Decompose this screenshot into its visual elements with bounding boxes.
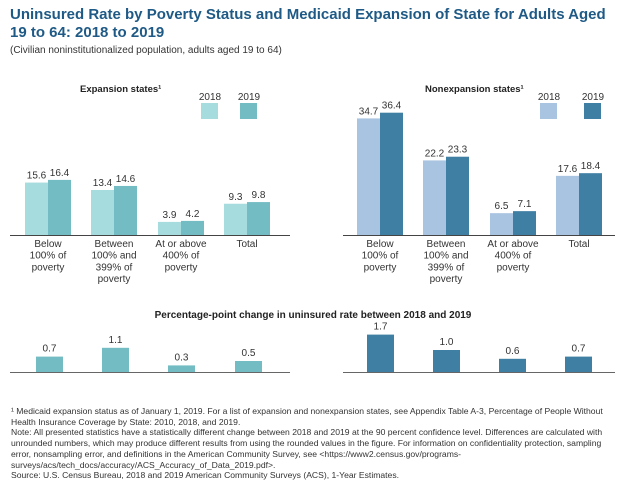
nonexpansion-change-label: 1.7 — [374, 322, 388, 333]
expansion-legend-label-2018: 2018 — [199, 92, 222, 103]
expansion-change-bar — [102, 347, 129, 372]
nonexpansion-category-label: 100% and — [423, 251, 468, 262]
nonexpansion-change-bar — [433, 350, 460, 372]
expansion-bar-2018 — [224, 203, 247, 235]
nonexpansion-legend-label-2018: 2018 — [538, 92, 561, 103]
nonexpansion-category-label: 100% of — [362, 251, 399, 262]
nonexpansion-category-label: Below — [366, 239, 394, 250]
expansion-category-label: At or above — [155, 239, 207, 250]
expansion-bar-2019 — [181, 220, 204, 235]
footnote-source: Source: U.S. Census Bureau, 2018 and 201… — [11, 470, 400, 481]
expansion-bar-2018 — [91, 189, 114, 235]
expansion-change-label: 0.3 — [175, 352, 189, 363]
nonexpansion-category-label: 399% of — [428, 262, 465, 273]
expansion-category-label: Total — [236, 239, 257, 250]
expansion-category-label: 400% of — [163, 251, 200, 262]
nonexpansion-bar-2018 — [357, 118, 380, 235]
expansion-data-label-2018: 3.9 — [163, 210, 177, 221]
nonexpansion-data-label-2018: 22.2 — [425, 148, 445, 159]
nonexpansion-change-bar — [565, 356, 592, 372]
nonexpansion-bar-2019 — [579, 173, 602, 235]
nonexpansion-legend-swatch-2018 — [540, 103, 557, 119]
nonexpansion-legend-swatch-2019 — [584, 103, 601, 119]
footnote-expansion: ¹ Medicaid expansion status as of Januar… — [11, 406, 603, 427]
nonexpansion-change-bar — [499, 358, 526, 372]
expansion-data-label-2018: 13.4 — [93, 178, 113, 189]
footnotes: ¹ Medicaid expansion status as of Januar… — [11, 406, 613, 481]
expansion-category-label: 399% of — [96, 262, 133, 273]
expansion-legend-swatch-2019 — [240, 103, 257, 119]
change-chart-title: Percentage-point change in uninsured rat… — [155, 310, 472, 321]
expansion-bar-2019 — [247, 202, 270, 235]
expansion-data-label-2018: 9.3 — [229, 192, 243, 203]
nonexpansion-bar-2019 — [513, 211, 536, 235]
expansion-change-label: 1.1 — [109, 335, 123, 346]
expansion-category-label: poverty — [98, 274, 131, 285]
expansion-bar-2019 — [48, 179, 71, 235]
expansion-change-label: 0.7 — [43, 344, 57, 355]
nonexpansion-category-label: poverty — [497, 262, 530, 273]
expansion-category-label: Below — [34, 239, 62, 250]
nonexpansion-data-label-2019: 36.4 — [382, 101, 402, 112]
expansion-data-label-2019: 9.8 — [252, 190, 266, 201]
expansion-change-bar — [36, 356, 63, 372]
expansion-legend-label-2019: 2019 — [238, 92, 261, 103]
nonexpansion-data-label-2018: 17.6 — [558, 164, 578, 175]
nonexpansion-bar-2018 — [423, 160, 446, 235]
expansion-bar-2019 — [114, 185, 137, 235]
nonexpansion-category-label: 400% of — [495, 251, 532, 262]
expansion-data-label-2019: 4.2 — [186, 209, 200, 220]
nonexpansion-data-label-2019: 7.1 — [518, 199, 532, 210]
nonexpansion-bar-2018 — [490, 213, 513, 235]
expansion-category-label: poverty — [32, 262, 65, 273]
expansion-bar-2018 — [158, 221, 181, 235]
nonexpansion-bar-2019 — [380, 112, 403, 235]
nonexpansion-legend-label-2019: 2019 — [582, 92, 605, 103]
nonexpansion-data-label-2019: 18.4 — [581, 161, 601, 172]
chart-title: Uninsured Rate by Poverty Status and Med… — [10, 6, 606, 41]
nonexpansion-category-label: Total — [568, 239, 589, 250]
expansion-category-label: poverty — [165, 262, 198, 273]
nonexpansion-category-label: At or above — [487, 239, 539, 250]
chart-subtitle: (Civilian noninstitutionalized populatio… — [10, 45, 282, 56]
expansion-change-label: 0.5 — [242, 348, 256, 359]
expansion-change-bar — [168, 365, 195, 372]
nonexpansion-panel-title: Nonexpansion states¹ — [425, 84, 524, 95]
nonexpansion-change-label: 1.0 — [440, 337, 454, 348]
expansion-category-label: 100% of — [30, 251, 67, 262]
nonexpansion-change-bar — [367, 334, 394, 372]
expansion-data-label-2019: 16.4 — [50, 168, 70, 179]
footnote-note: Note: All presented statistics have a st… — [11, 427, 603, 470]
nonexpansion-data-label-2019: 23.3 — [448, 145, 468, 156]
nonexpansion-change-label: 0.6 — [506, 346, 520, 357]
expansion-legend-swatch-2018 — [201, 103, 218, 119]
expansion-panel-title: Expansion states¹ — [80, 84, 161, 95]
expansion-category-label: Between — [95, 239, 134, 250]
expansion-category-label: 100% and — [91, 251, 136, 262]
nonexpansion-data-label-2018: 6.5 — [495, 201, 509, 212]
nonexpansion-category-label: poverty — [364, 262, 397, 273]
nonexpansion-category-label: poverty — [430, 274, 463, 285]
expansion-change-bar — [235, 361, 262, 372]
nonexpansion-bar-2019 — [446, 156, 469, 235]
nonexpansion-data-label-2018: 34.7 — [359, 106, 379, 117]
nonexpansion-category-label: Between — [427, 239, 466, 250]
nonexpansion-change-label: 0.7 — [572, 344, 586, 355]
expansion-data-label-2018: 15.6 — [27, 171, 47, 182]
expansion-bar-2018 — [25, 182, 48, 235]
expansion-data-label-2019: 14.6 — [116, 174, 136, 185]
nonexpansion-bar-2018 — [556, 175, 579, 235]
